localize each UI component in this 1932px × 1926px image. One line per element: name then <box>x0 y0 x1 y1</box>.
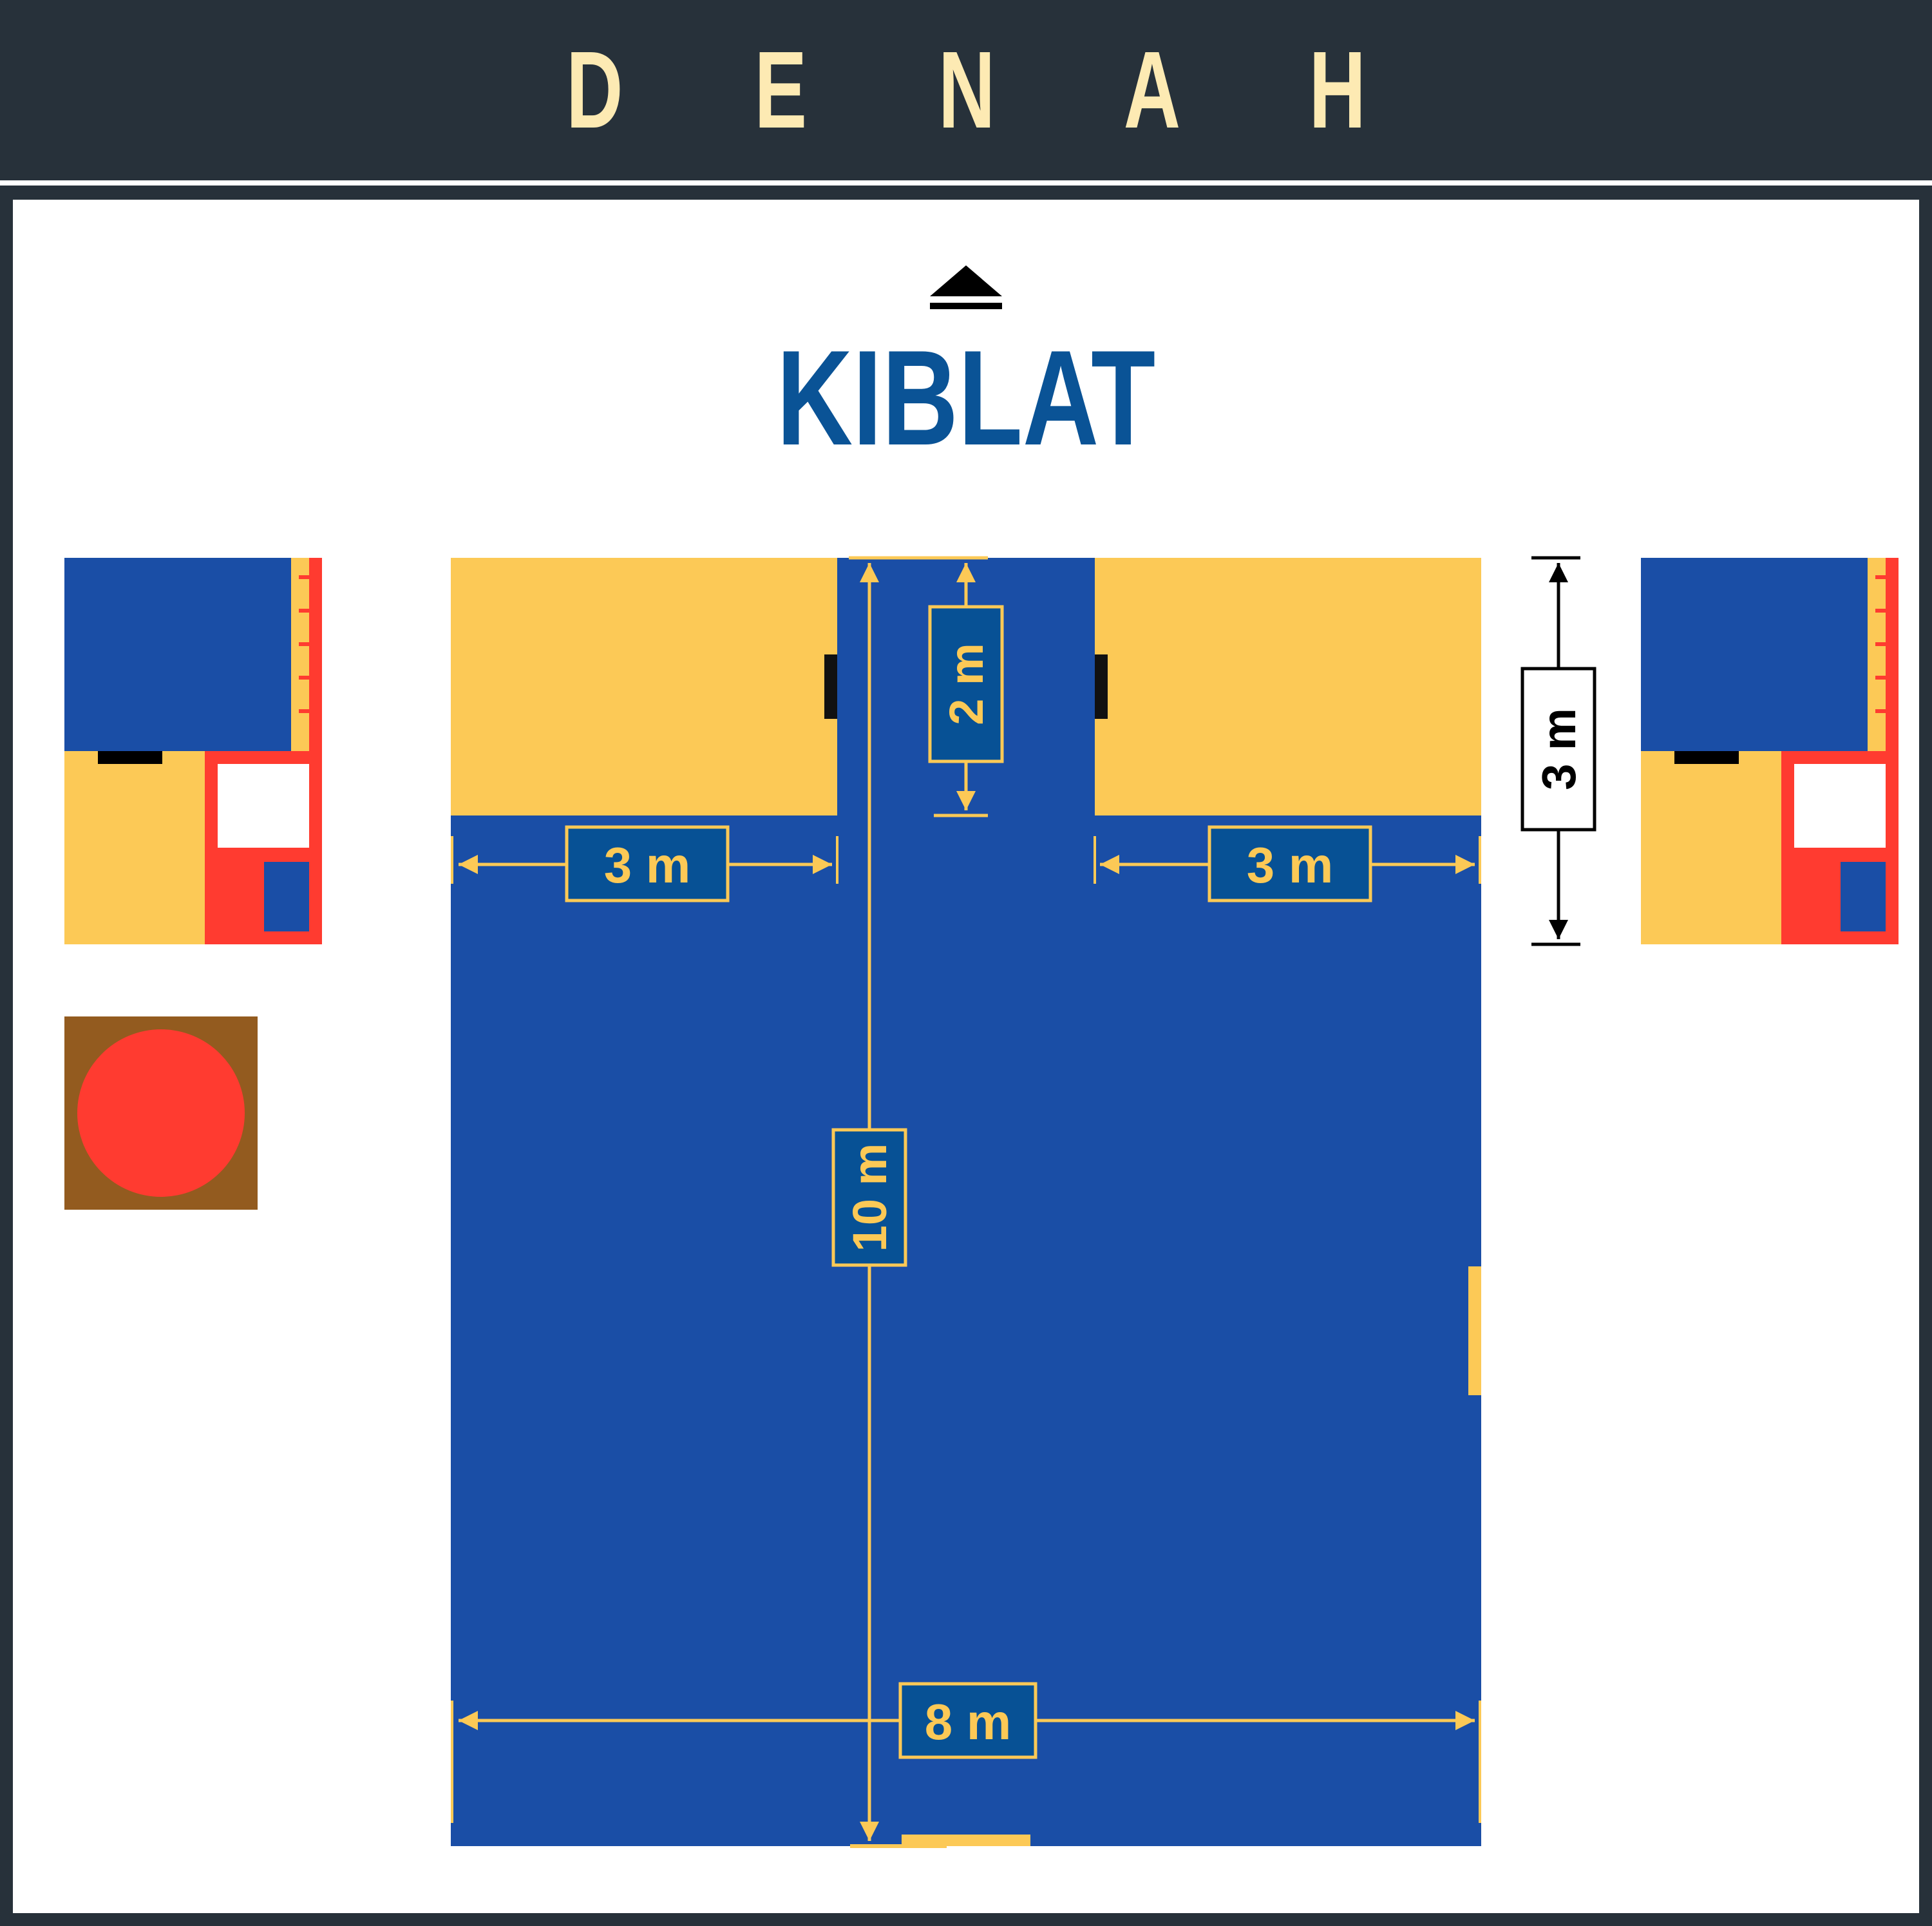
qibla-arrow-icon <box>930 265 1002 309</box>
dim-mihrab-depth <box>849 556 1004 817</box>
dim-left-wing-label: 3 m <box>604 837 690 893</box>
left-wing-room <box>451 558 837 815</box>
tree-icon <box>64 1016 258 1210</box>
left-wing-door <box>824 654 837 719</box>
dim-right-wing <box>1094 825 1481 902</box>
floor-plan-panel: KIBLAT 3 m 3 m <box>13 200 1919 1913</box>
dim-mihrab-depth-label: 2 m <box>940 643 993 725</box>
header-divider <box>0 180 1932 186</box>
dim-hall-width <box>451 1682 1481 1823</box>
right-wing-room <box>1095 558 1481 815</box>
left-ablution-block <box>64 558 322 944</box>
dim-left-wing <box>451 825 838 902</box>
qibla-label: KIBLAT <box>777 322 1155 473</box>
dim-right-wing-label: 3 m <box>1247 837 1333 893</box>
main-entrance <box>902 1835 1030 1846</box>
floor-plan-drawing: KIBLAT 3 m 3 m <box>64 265 1899 1848</box>
page-title: D E N A H <box>566 29 1421 151</box>
side-door <box>1468 1266 1481 1395</box>
dim-hall-width-label: 8 m <box>925 1693 1011 1750</box>
right-wing-door <box>1095 654 1108 719</box>
dim-building-depth <box>1520 556 1596 946</box>
dim-building-depth-label: 3 m <box>1532 708 1586 790</box>
dim-hall-length <box>831 563 907 1841</box>
header-bar <box>0 0 1932 180</box>
dim-hall-length-label: 10 m <box>843 1143 896 1252</box>
right-ablution-block <box>1641 558 1899 944</box>
